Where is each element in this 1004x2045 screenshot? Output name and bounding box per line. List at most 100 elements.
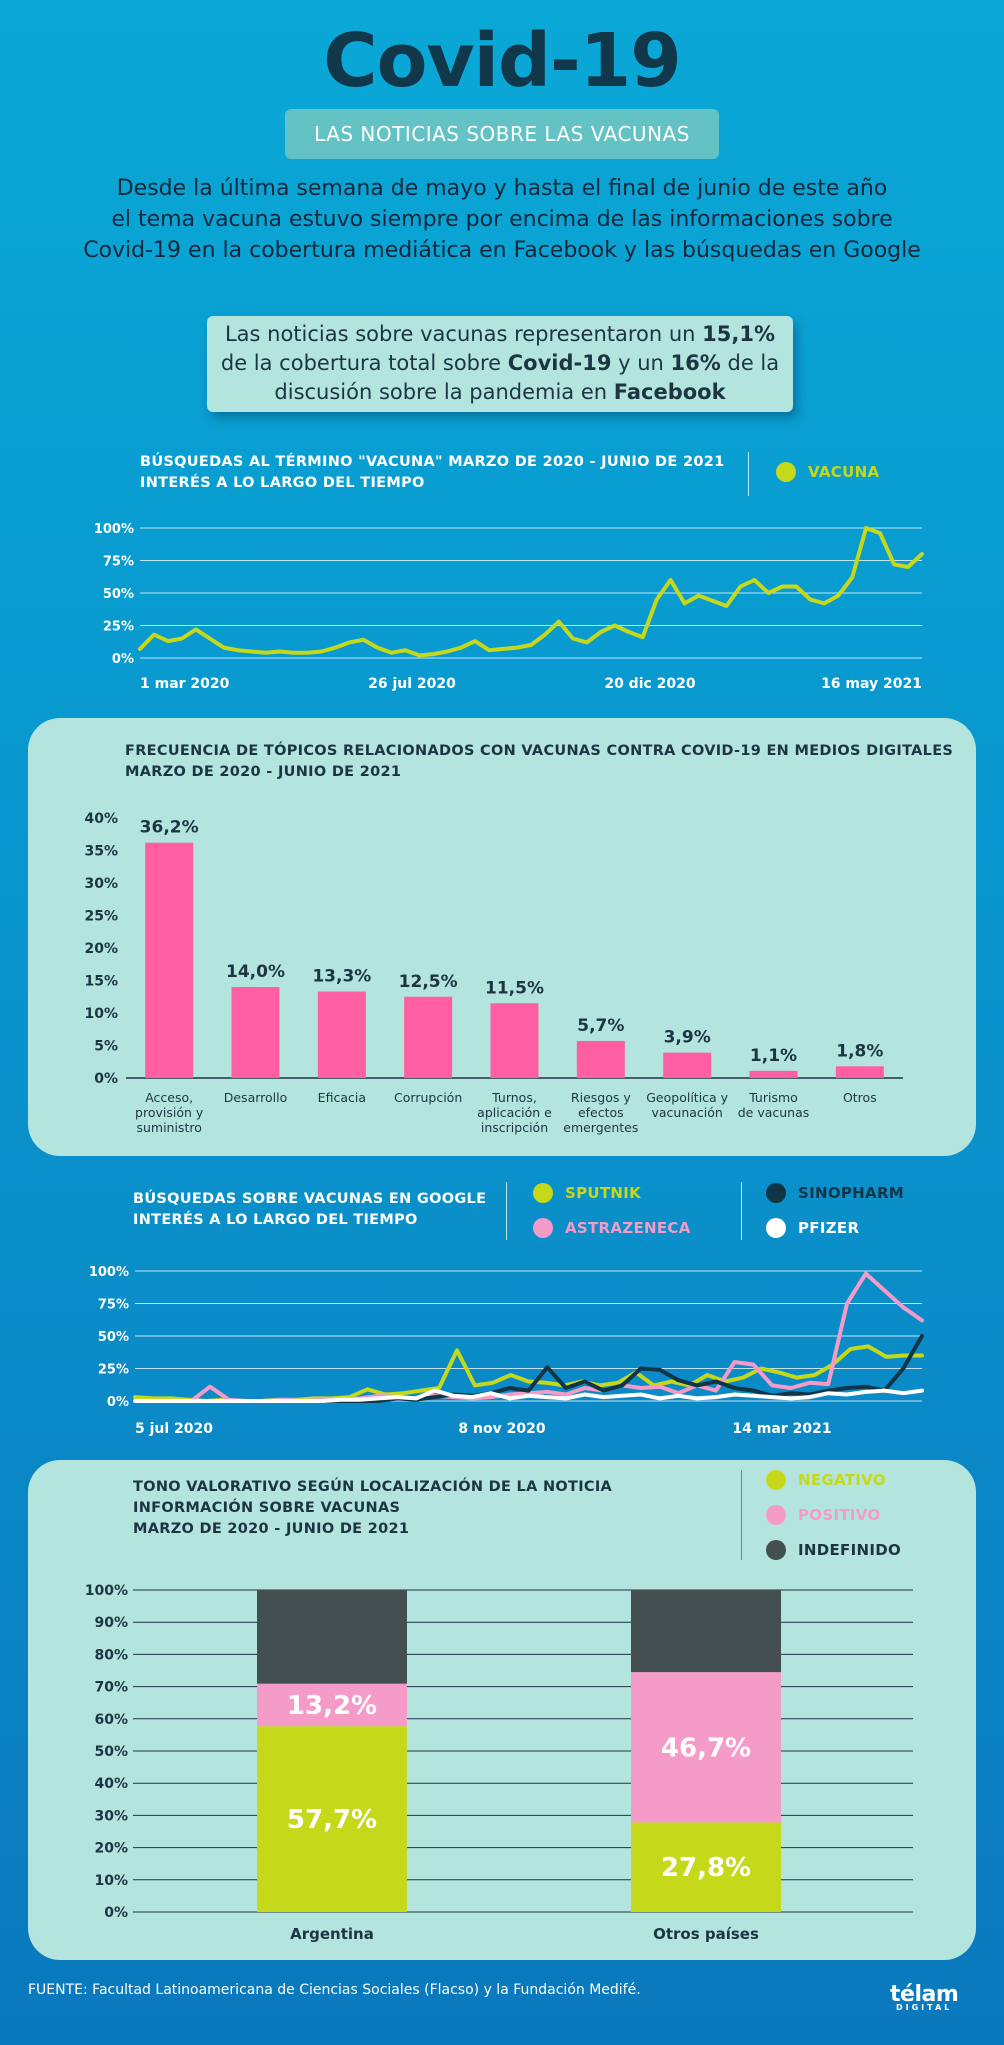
brands-chart-title: BÚSQUEDAS SOBRE VACUNAS EN GOOGLE INTERÉ… bbox=[133, 1189, 486, 1231]
x-tick-label: 8 nov 2020 bbox=[458, 1421, 545, 1437]
y-tick-label: 0% bbox=[94, 1071, 118, 1087]
bar-value-label: 11,5% bbox=[485, 978, 544, 998]
bar-value-label: 13,3% bbox=[312, 967, 371, 987]
stacked-segment-negativo bbox=[257, 1726, 407, 1912]
chart-title: FRECUENCIA DE TÓPICOS RELACIONADOS CON V… bbox=[125, 743, 954, 759]
legend-dot-icon bbox=[533, 1218, 553, 1238]
y-tick-label: 80% bbox=[94, 1647, 128, 1663]
intro-line: Covid-19 en la cobertura mediática en Fa… bbox=[83, 238, 921, 263]
bar bbox=[145, 842, 194, 1078]
legend-label: PFIZER bbox=[798, 1219, 860, 1237]
category-label: Turismo bbox=[748, 1090, 798, 1105]
chart-subtitle: MARZO DE 2020 - JUNIO DE 2021 bbox=[133, 1521, 410, 1537]
intro-line: Desde la última semana de mayo y hasta e… bbox=[116, 176, 888, 201]
callout-text: Las noticias sobre vacunas representaron… bbox=[224, 322, 703, 346]
legend-negativo: NEGATIVO bbox=[766, 1470, 886, 1490]
divider bbox=[748, 452, 749, 496]
legend-dot-icon bbox=[766, 1218, 786, 1238]
brands-line-chart: 100% 75% 50% 25% 0% 5 jul 2020 8 nov 2020 14 ma… bbox=[89, 1265, 924, 1437]
divider bbox=[741, 1470, 742, 1560]
legend-dot-icon bbox=[766, 1540, 786, 1560]
legend-indefinido: INDEFINIDO bbox=[766, 1540, 901, 1560]
tone-panel bbox=[28, 1460, 976, 1960]
legend-label: POSITIVO bbox=[798, 1506, 881, 1524]
category-label: de vacunas bbox=[738, 1105, 810, 1120]
callout-value: 15,1% bbox=[702, 322, 776, 346]
bar bbox=[231, 987, 280, 1078]
chart-title: BÚSQUEDAS SOBRE VACUNAS EN GOOGLE bbox=[133, 1191, 487, 1207]
legend-dot-icon bbox=[766, 1183, 786, 1203]
y-tick-label: 25% bbox=[84, 909, 118, 925]
category-label: aplicación e bbox=[477, 1105, 552, 1120]
bar-value-label: 1,1% bbox=[750, 1046, 797, 1066]
tone-chart-title: TONO VALORATIVO SEGÚN LOCALIZACIÓN DE LA… bbox=[133, 1477, 612, 1540]
y-tick-label: 75% bbox=[103, 555, 134, 570]
stacked-segment-positivo bbox=[631, 1672, 781, 1823]
divider bbox=[741, 1182, 742, 1240]
segment-value-label: 46,7% bbox=[661, 1733, 751, 1763]
topics-bar-chart: 40% 35% 30% 25% 20% 15% 10% 5% 0% 36,2% Acceso,pro… bbox=[84, 811, 903, 1135]
chart-title: TONO VALORATIVO SEGÚN LOCALIZACIÓN DE LA… bbox=[133, 1479, 613, 1495]
series-line-vacuna bbox=[138, 526, 924, 658]
legend-sinopharm: SINOPHARM bbox=[766, 1183, 904, 1203]
y-tick-label: 25% bbox=[98, 1363, 129, 1378]
category-label: Acceso, bbox=[145, 1090, 193, 1105]
series-line-pfizer bbox=[133, 1388, 924, 1403]
vacuna-line-chart: 100% 75% 50% 25% 0% 1 mar 2020 26 jul 2020 20 d… bbox=[94, 522, 924, 692]
legend-label: SPUTNIK bbox=[565, 1184, 642, 1202]
y-tick-label: 0% bbox=[112, 652, 134, 667]
topics-chart-title: FRECUENCIA DE TÓPICOS RELACIONADOS CON V… bbox=[125, 741, 953, 783]
bar-value-label: 36,2% bbox=[140, 818, 199, 838]
segment-value-label: 27,8% bbox=[661, 1853, 751, 1883]
chart-subtitle: INTERÉS A LO LARGO DEL TIEMPO bbox=[133, 1212, 418, 1228]
stacked-segment-positivo bbox=[257, 1683, 407, 1727]
vacuna-chart-title: BÚSQUEDAS AL TÉRMINO "VACUNA" MARZO DE 2… bbox=[140, 452, 725, 494]
legend-dot-icon bbox=[776, 462, 796, 482]
logo-text: télam bbox=[890, 1982, 959, 2007]
highlight-callout: Las noticias sobre vacunas representaron… bbox=[207, 316, 793, 412]
category-label: Argentina bbox=[290, 1925, 374, 1943]
segment-value-label: 57,7% bbox=[287, 1805, 377, 1835]
y-tick-label: 40% bbox=[84, 811, 118, 827]
y-tick-label: 40% bbox=[94, 1776, 128, 1792]
callout-keyword: Covid-19 bbox=[507, 351, 612, 375]
x-tick-label: 5 jul 2020 bbox=[135, 1421, 213, 1437]
telam-logo: télam DIGITAL bbox=[890, 1982, 959, 2012]
tone-stacked-bar-chart: 100% 90% 80% 70% 60% 50% 40% 30% 20% 10% 0% 57,7% 13… bbox=[85, 1583, 913, 1943]
y-tick-label: 10% bbox=[84, 1006, 118, 1022]
legend-sputnik: SPUTNIK bbox=[533, 1183, 641, 1203]
category-label: Desarrollo bbox=[224, 1090, 288, 1105]
bar bbox=[317, 991, 366, 1078]
x-tick-label: 14 mar 2021 bbox=[732, 1421, 831, 1437]
x-tick-label: 26 jul 2020 bbox=[368, 676, 456, 692]
y-tick-label: 30% bbox=[84, 876, 118, 892]
intro-line: el tema vacuna estuvo siempre por encima… bbox=[111, 207, 893, 232]
legend-vacuna: VACUNA bbox=[776, 462, 879, 482]
y-tick-label: 35% bbox=[84, 844, 118, 860]
page-subtitle: LAS NOTICIAS SOBRE LAS VACUNAS bbox=[285, 109, 719, 159]
y-tick-label: 60% bbox=[94, 1712, 128, 1728]
source-note: FUENTE: Facultad Latinoamericana de Cien… bbox=[28, 1982, 641, 1998]
x-tick-label: 20 dic 2020 bbox=[604, 676, 696, 692]
y-tick-label: 100% bbox=[85, 1583, 128, 1599]
bar bbox=[749, 1070, 798, 1078]
chart-subtitle: MARZO DE 2020 - JUNIO DE 2021 bbox=[125, 764, 402, 780]
stacked-segment-indefinido bbox=[631, 1590, 781, 1673]
callout-text: de la bbox=[720, 351, 780, 375]
legend-dot-icon bbox=[533, 1183, 553, 1203]
callout-text: y un bbox=[611, 351, 671, 375]
x-tick-label: 1 mar 2020 bbox=[140, 676, 230, 692]
y-tick-label: 20% bbox=[84, 941, 118, 957]
y-tick-label: 50% bbox=[98, 1330, 129, 1345]
legend-label: ASTRAZENECA bbox=[565, 1219, 691, 1237]
category-label: suministro bbox=[136, 1120, 201, 1135]
bar-value-label: 5,7% bbox=[577, 1016, 624, 1036]
y-tick-label: 25% bbox=[103, 620, 134, 635]
logo-subtext: DIGITAL bbox=[895, 2003, 953, 2012]
stacked-segment-negativo bbox=[631, 1822, 781, 1912]
chart-subtitle: INTERÉS A LO LARGO DEL TIEMPO bbox=[140, 475, 425, 491]
legend-pfizer: PFIZER bbox=[766, 1218, 859, 1238]
bar-value-label: 3,9% bbox=[664, 1028, 711, 1048]
legend-astrazeneca: ASTRAZENECA bbox=[533, 1218, 691, 1238]
y-tick-label: 100% bbox=[94, 522, 134, 537]
